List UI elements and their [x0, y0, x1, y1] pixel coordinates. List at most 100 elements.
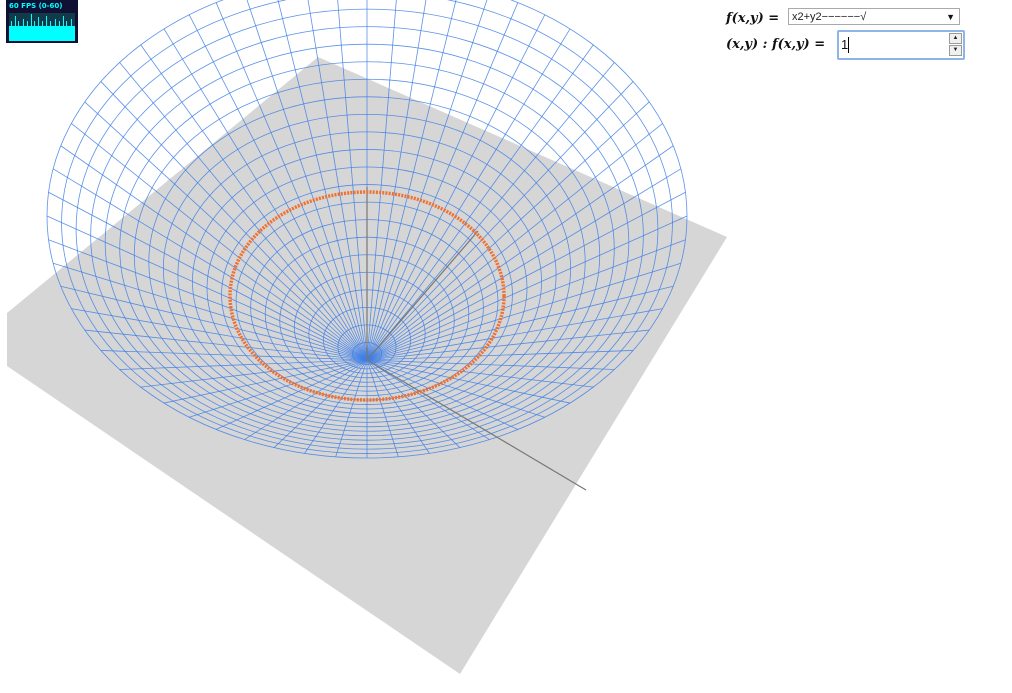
fps-graph-bar: [73, 26, 74, 41]
fps-graph-bar: [53, 26, 54, 41]
fps-graph-bar: [58, 26, 59, 41]
fps-graph-bar: [42, 21, 43, 41]
fps-graph-bar: [28, 26, 29, 41]
fps-graph-bar: [34, 21, 35, 41]
mesh-radial-line: [366, 359, 519, 430]
fps-graph-bar: [65, 26, 66, 41]
mesh-radial-line: [366, 359, 594, 388]
mesh-radial-line: [163, 359, 368, 404]
mesh-radial-line: [119, 62, 368, 361]
mesh-radial-line: [366, 308, 663, 361]
fps-graph-bar: [67, 26, 68, 41]
fps-graph-bar: [38, 17, 39, 41]
mesh-radial-line: [140, 44, 368, 361]
fps-graph-bar: [71, 19, 72, 41]
fps-graph-bar: [45, 26, 46, 41]
spin-up-icon[interactable]: ▲: [949, 33, 962, 44]
fps-graph-bar: [27, 21, 28, 41]
fps-graph-bar: [21, 26, 22, 41]
fps-graph-bar: [60, 26, 61, 41]
fps-graph: [9, 13, 75, 41]
fps-graph-bar: [39, 26, 40, 41]
mesh-radial-line: [366, 168, 682, 361]
mesh-radial-line: [307, 0, 368, 361]
fps-graph-bar: [18, 21, 19, 41]
fps-graph-bar: [15, 16, 16, 41]
fps-graph-bar: [31, 14, 32, 41]
fps-graph-bar: [74, 26, 75, 41]
fps-graph-bar: [46, 16, 47, 41]
fps-graph-bar: [40, 26, 41, 41]
mesh-radial-line: [48, 191, 368, 361]
fps-graph-bar: [12, 26, 13, 41]
mesh-radial-line: [335, 359, 368, 457]
fps-graph-bar: [25, 26, 26, 41]
fps-graph-bar: [47, 26, 48, 41]
mesh-radial-line: [46, 215, 368, 361]
fps-graph-bar: [51, 26, 52, 41]
mesh-radial-line: [277, 0, 368, 361]
mesh-radial-line: [100, 350, 368, 361]
level-curve: [228, 190, 506, 402]
level-label: (x,y) : f(x,y) =: [726, 37, 826, 52]
mesh-radial-line: [366, 0, 397, 361]
mesh-radial-line: [366, 145, 674, 361]
mesh-radial-line: [140, 359, 368, 388]
mesh-radial-line: [52, 168, 368, 361]
fps-graph-bar: [64, 26, 65, 41]
fps-graph-bar: [66, 21, 67, 41]
mesh-radial-line: [304, 359, 368, 454]
level-spinner[interactable]: ▲ ▼: [949, 33, 962, 57]
chevron-down-icon[interactable]: ▼: [946, 12, 955, 22]
mesh-radial-line: [366, 285, 674, 361]
mesh-radial-line: [119, 359, 368, 370]
mesh-radial-line: [366, 350, 634, 361]
fps-graph-bar: [63, 16, 64, 41]
mesh-radial-line: [366, 0, 488, 361]
fps-graph-bar: [50, 21, 51, 41]
fps-graph-bar: [49, 26, 50, 41]
mesh-radial-line: [366, 123, 663, 361]
mesh-radial-line: [366, 359, 399, 457]
fps-graph-bar: [17, 26, 18, 41]
mesh-radial-line: [366, 359, 461, 448]
fps-graph-bar: [26, 26, 27, 41]
spin-down-icon[interactable]: ▼: [949, 45, 962, 56]
level-number-input[interactable]: 1 ▲ ▼: [837, 30, 965, 60]
fps-graph-bar: [14, 26, 15, 41]
mesh-radial-line: [84, 101, 368, 361]
fps-graph-bar: [23, 19, 24, 41]
function-select[interactable]: x2+y2−−−−−−√ ▼: [788, 8, 960, 25]
level-input-value: 1: [841, 37, 849, 52]
mesh-radial-line: [366, 262, 681, 361]
mesh-radial-line: [215, 2, 368, 361]
mesh-radial-line: [366, 28, 571, 361]
fps-graph-bar: [68, 26, 69, 41]
fps-graph-bar: [62, 26, 63, 41]
fps-graph-bar: [52, 26, 53, 41]
fps-graph-bar: [36, 26, 37, 41]
mesh-radial-line: [366, 101, 650, 361]
fps-graph-bar: [69, 26, 70, 41]
mesh-radial-line: [71, 308, 368, 361]
mesh-radial-line: [366, 62, 615, 361]
mesh-radial-line: [366, 239, 686, 361]
fps-graph-bar: [35, 26, 36, 41]
x-axis: [366, 359, 587, 491]
fps-graph-bar: [30, 26, 31, 41]
function-select-value: x2+y2−−−−−−√: [792, 11, 867, 23]
mesh-radial-line: [366, 81, 634, 361]
mesh-radial-line: [163, 28, 368, 361]
mesh-radial-line: [366, 359, 430, 454]
mesh-radial-line: [48, 239, 368, 361]
mesh-radial-line: [366, 359, 545, 418]
mesh-radial-line: [215, 359, 368, 430]
fps-stats-panel: 60 FPS (0-60): [6, 0, 78, 43]
fps-graph-bar: [55, 19, 56, 41]
mesh-radial-line: [244, 359, 368, 440]
mesh-radial-line: [366, 359, 490, 440]
mesh-radial-line: [366, 2, 519, 361]
mesh-radial-line: [60, 285, 368, 361]
fps-graph-bar: [54, 26, 55, 41]
